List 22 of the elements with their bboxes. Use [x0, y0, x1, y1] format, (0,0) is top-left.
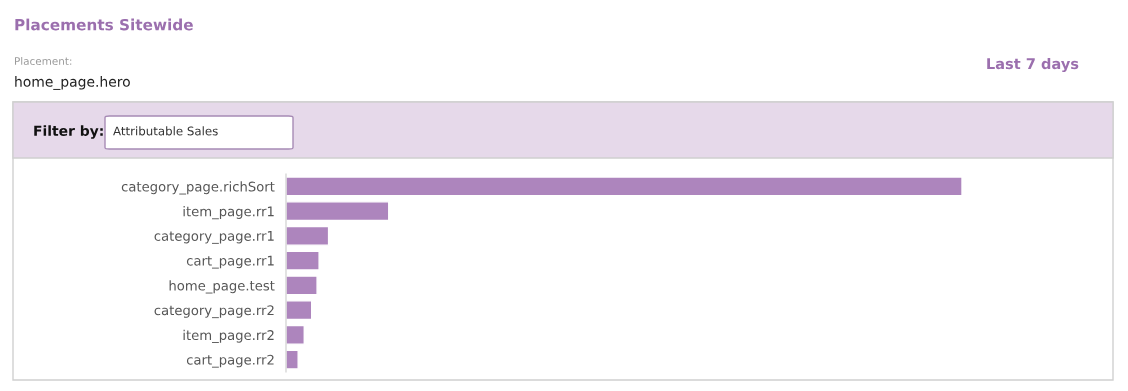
bar: [286, 201, 390, 222]
y-tick-label: cart_page.rr1: [186, 255, 274, 269]
text: Filter by:: [34, 125, 103, 139]
text: Attributable Sales: [113, 126, 218, 136]
bar: [286, 275, 318, 296]
bar: [286, 300, 313, 321]
bar: [286, 250, 320, 271]
bar: [286, 324, 305, 345]
text: Placement:: [15, 56, 72, 66]
y-tick-label: category_page.richSort: [121, 181, 275, 195]
bar: [286, 225, 330, 246]
y-tick-label: item_page.rr1: [183, 206, 274, 220]
y-tick-label: home_page.test: [169, 280, 275, 294]
y-tick-label: category_page.rr1: [154, 231, 274, 244]
y-tick-label: cart_page.rr2: [186, 354, 274, 368]
text: Placements Sitewide: [15, 18, 193, 31]
text: home_page.hero: [15, 76, 130, 90]
bar: [286, 349, 299, 370]
text: Last 7 days: [987, 57, 1079, 73]
y-tick-label: category_page.rr2: [154, 305, 274, 319]
y-tick-label: item_page.rr2: [183, 329, 274, 343]
bar: [286, 176, 963, 197]
